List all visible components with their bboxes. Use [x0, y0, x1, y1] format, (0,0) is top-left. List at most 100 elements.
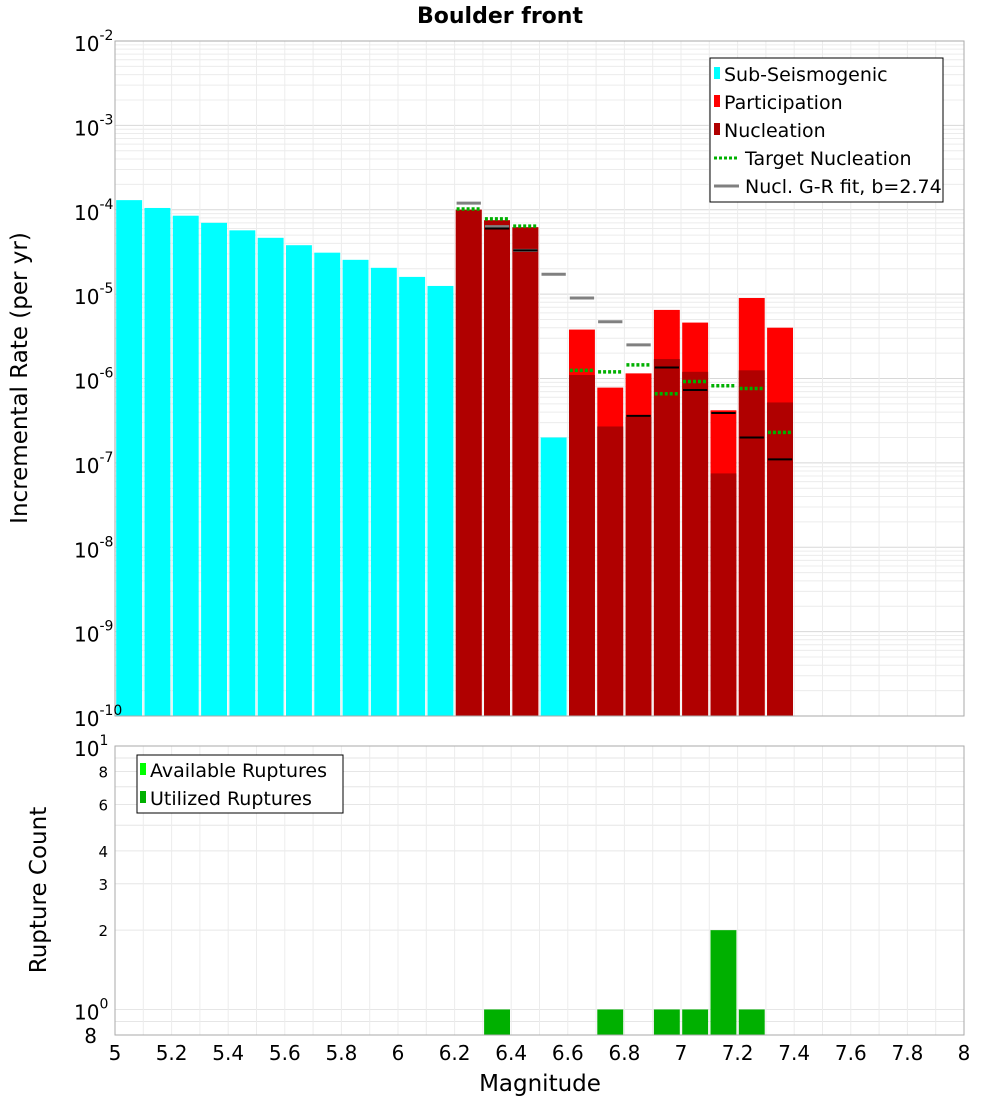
x-tick-label: 8 [958, 1041, 971, 1065]
nucleation-bar [625, 416, 652, 716]
top-y-tick-exponent: -3 [99, 112, 113, 128]
top-y-tick-mantissa: 10 [74, 454, 99, 478]
bottom-bars [484, 930, 765, 1035]
nucleation-bar [710, 473, 737, 716]
sub-seismogenic-bar [314, 252, 341, 716]
top-y-tick-mantissa: 10 [74, 538, 99, 562]
bottom-plot-frame [114, 745, 965, 1036]
top-y-tick-label: 10-10 [74, 703, 122, 731]
top-y-tick-exponent: -6 [99, 366, 113, 382]
top-bars [116, 200, 793, 717]
x-axis-label: Magnitude [479, 1071, 601, 1097]
sub-seismogenic-bar [427, 285, 454, 716]
bottom-y-axis-label: Rupture Count [26, 807, 52, 973]
x-tick-label: 7 [675, 1041, 688, 1065]
bottom-y-tick-exponent: 0 [99, 996, 108, 1012]
x-tick-label: 7.4 [778, 1041, 810, 1065]
top-legend-box [709, 57, 944, 203]
sub-seismogenic-bar [229, 230, 256, 716]
x-tick-label: 6.4 [495, 1041, 527, 1065]
x-tick-label: 6.2 [439, 1041, 471, 1065]
top-y-tick-label: 10-3 [74, 112, 113, 140]
top-y-tick-exponent: -10 [99, 703, 122, 719]
nucleation-bar [597, 426, 624, 716]
top-y-tick-exponent: -7 [99, 450, 113, 466]
utilized-ruptures-bar [738, 1009, 765, 1035]
bottom-y-tick-label: 101 [74, 733, 108, 761]
sub-seismogenic-bar [144, 207, 171, 716]
top-y-tick-mantissa: 10 [74, 707, 99, 731]
legend-swatch [714, 95, 720, 107]
nucleation-bar [569, 375, 595, 716]
bottom-y-minor-tick-label: 4 [98, 843, 108, 861]
legend-label: Sub-Seismogenic [724, 64, 888, 86]
top-y-tick-exponent: -4 [99, 197, 113, 213]
top-y-tick-label: 10-8 [74, 534, 113, 562]
sub-seismogenic-bar [172, 215, 199, 717]
nucleation-bar [767, 402, 793, 716]
legend-label: Participation [724, 92, 843, 114]
x-tick-label: 5.6 [269, 1041, 301, 1065]
x-tick-label: 7.8 [891, 1041, 923, 1065]
bottom-y-minor-tick-label: 3 [98, 876, 108, 894]
x-tick-label: 5 [109, 1041, 122, 1065]
utilized-ruptures-bar [484, 1009, 510, 1035]
legend-label: Target Nucleation [744, 148, 912, 170]
nucleation-bar [738, 370, 765, 716]
legend-label: Nucleation [724, 120, 826, 142]
sub-seismogenic-bar [540, 437, 567, 716]
legend-label: Available Ruptures [150, 760, 327, 782]
nucleation-bar [682, 371, 709, 716]
top-y-tick-mantissa: 10 [74, 285, 99, 309]
top-y-tick-label: 10-6 [74, 366, 114, 394]
utilized-ruptures-bar [597, 1009, 624, 1035]
x-tick-label: 5.2 [156, 1041, 188, 1065]
sub-seismogenic-bar [399, 276, 426, 716]
x-tick-label: 5.4 [212, 1041, 244, 1065]
sub-seismogenic-bar [342, 259, 369, 716]
top-y-tick-label: 10-5 [74, 281, 113, 309]
bottom-x-ticks: 5 5.2 5.4 5.6 5.8 6 6.2 6.4 6.6 6.8 7 7.2 7.4 7.6 7.8 8 [109, 1041, 971, 1065]
bottom-y-tick-exponent: 1 [99, 733, 108, 749]
sub-seismogenic-bar [116, 200, 143, 716]
top-y-tick-exponent: -5 [99, 281, 113, 297]
bottom-y-minor-tick-label: 2 [98, 922, 108, 940]
top-y-tick-label: 10-7 [74, 450, 113, 478]
bottom-y-tick-mantissa: 10 [74, 1000, 99, 1024]
top-y-tick-label: 10-4 [74, 197, 114, 225]
bottom-y-minor-tick-label: 8 [98, 764, 108, 782]
nucleation-bar [455, 209, 482, 716]
top-y-axis-label: Incremental Rate (per yr) [7, 232, 33, 524]
x-tick-label: 7.6 [835, 1041, 867, 1065]
legend-swatch [714, 67, 720, 79]
chart-title: Boulder front [417, 4, 583, 29]
top-y-tick-exponent: -9 [99, 619, 113, 635]
x-tick-label: 6.6 [552, 1041, 584, 1065]
top-y-tick-mantissa: 10 [74, 623, 99, 647]
bottom-y-tick-label: 100 [74, 996, 108, 1024]
top-y-tick-mantissa: 10 [74, 201, 99, 225]
top-y-tick-mantissa: 10 [74, 32, 99, 56]
nucleation-bar [484, 220, 510, 717]
utilized-ruptures-bar [653, 1009, 680, 1035]
top-legend: Sub-Seismogenic Participation Nucleation Ta… [709, 57, 944, 203]
top-plot-frame [114, 40, 965, 717]
top-lines [456, 201, 793, 461]
legend-swatch [140, 791, 146, 803]
x-tick-label: 6.8 [608, 1041, 640, 1065]
bottom-y-minor-tick-label: 8 [84, 1024, 97, 1048]
top-y-tick-mantissa: 10 [74, 370, 99, 394]
utilized-ruptures-bar [710, 930, 737, 1035]
x-tick-label: 6 [392, 1041, 405, 1065]
sub-seismogenic-bar [370, 267, 397, 716]
bottom-y-minor-tick-label: 6 [98, 796, 108, 814]
x-tick-label: 7.2 [722, 1041, 754, 1065]
top-y-tick-exponent: -8 [99, 534, 113, 550]
top-y-tick-label: 10-2 [74, 28, 113, 56]
top-y-tick-label: 10-9 [74, 619, 113, 647]
